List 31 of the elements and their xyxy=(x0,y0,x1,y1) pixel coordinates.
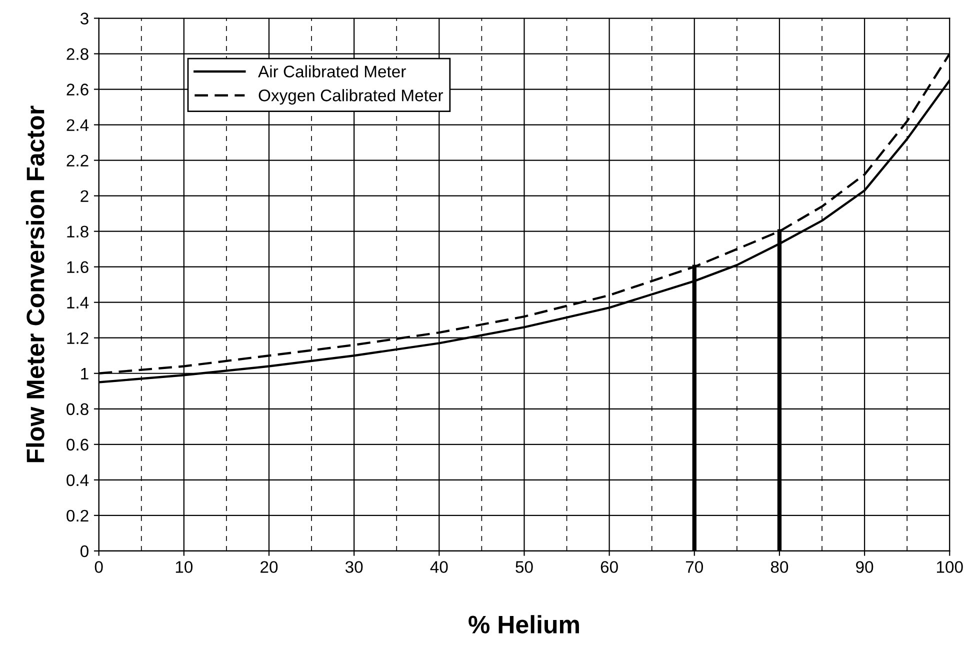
x-tick-label: 70 xyxy=(686,561,704,573)
x-tick-label: 40 xyxy=(430,561,448,573)
x-tick-label: 10 xyxy=(176,561,193,573)
y-tick-label: 0.2 xyxy=(66,510,88,522)
y-tick-label: 0.4 xyxy=(66,474,89,486)
y-tick-label: 2.2 xyxy=(66,154,88,166)
x-axis-title: % Helium xyxy=(468,615,579,634)
x-tick-label: 90 xyxy=(856,561,874,573)
y-tick-label: 1.6 xyxy=(67,261,88,274)
x-tick-label: 30 xyxy=(345,561,363,573)
y-tick-label: 2 xyxy=(80,190,88,202)
x-tick-label: 100 xyxy=(936,561,963,573)
y-tick-label: 2.6 xyxy=(66,84,88,96)
legend-label: Oxygen Calibrated Meter xyxy=(258,89,443,105)
y-axis-title: Flow Meter Conversion Factor xyxy=(26,106,44,462)
x-tick-label: 20 xyxy=(260,561,278,573)
x-tick-label: 50 xyxy=(516,561,533,573)
y-tick-label: 1.4 xyxy=(67,296,89,308)
x-tick-label: 60 xyxy=(600,561,618,573)
y-tick-label: 1.8 xyxy=(67,226,88,238)
y-tick-label: 0.6 xyxy=(66,438,88,451)
y-tick-label: 0 xyxy=(80,545,88,558)
y-tick-label: 3 xyxy=(80,12,88,24)
y-tick-label: 1.2 xyxy=(67,332,88,344)
x-tick-label: 0 xyxy=(94,561,103,573)
y-tick-label: 1 xyxy=(81,368,88,380)
y-tick-label: 2.4 xyxy=(66,119,89,131)
legend-label: Air Calibrated Meter xyxy=(258,65,406,78)
x-tick-label: 80 xyxy=(770,561,788,573)
y-tick-label: 0.8 xyxy=(66,403,88,416)
y-tick-label: 2.8 xyxy=(66,48,88,60)
